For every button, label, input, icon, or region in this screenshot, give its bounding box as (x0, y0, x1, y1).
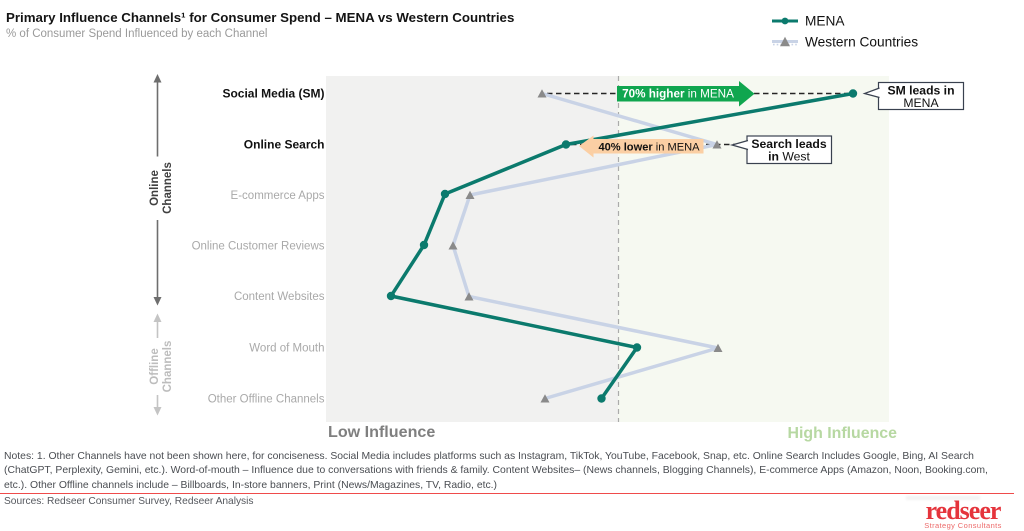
svg-text:Other Offline Channels: Other Offline Channels (208, 394, 325, 406)
svg-text:Online Customer Reviews: Online Customer Reviews (192, 241, 325, 253)
svg-text:E-commerce Apps: E-commerce Apps (231, 190, 325, 202)
svg-text:MENA: MENA (903, 96, 939, 110)
svg-text:Social Media (SM): Social Media (SM) (222, 87, 324, 101)
svg-text:Search leads: Search leads (751, 137, 826, 151)
svg-text:Content Websites: Content Websites (234, 291, 325, 303)
svg-text:OfflineChannels: OfflineChannels (149, 341, 174, 393)
svg-text:40% lower in MENA: 40% lower in MENA (598, 142, 700, 154)
svg-text:Online Search: Online Search (244, 138, 325, 152)
svg-text:SM leads in: SM leads in (887, 84, 954, 98)
svg-text:OnlineChannels: OnlineChannels (149, 162, 174, 214)
svg-text:MENA: MENA (805, 14, 845, 29)
svg-text:High Influence: High Influence (788, 425, 898, 442)
svg-text:Western Countries: Western Countries (805, 35, 918, 50)
svg-text:70% higher in MENA: 70% higher in MENA (622, 88, 734, 101)
svg-text:Word of Mouth: Word of Mouth (249, 343, 324, 355)
svg-text:Low Influence: Low Influence (328, 423, 435, 441)
svg-text:in West: in West (768, 150, 810, 164)
